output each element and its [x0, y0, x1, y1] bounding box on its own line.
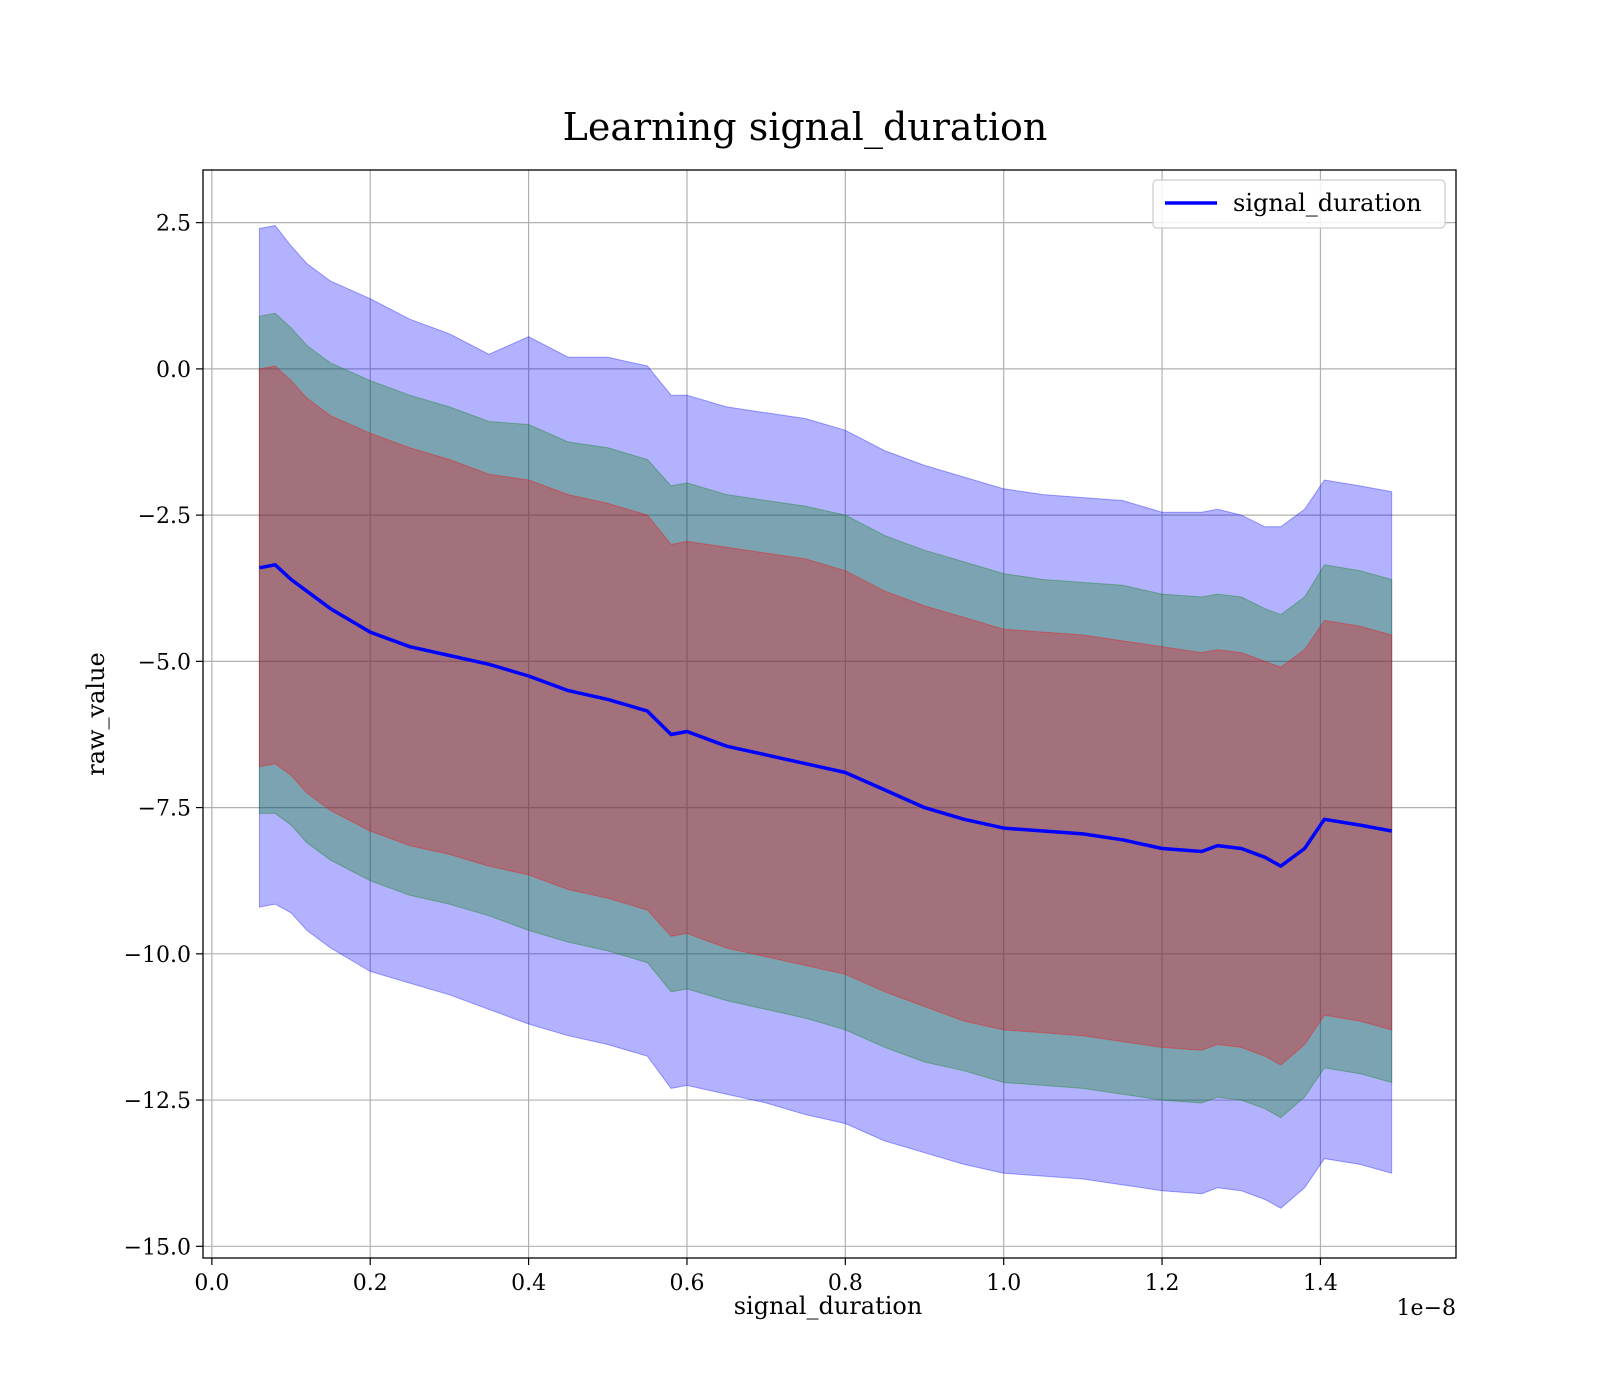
confidence-bands: [258, 225, 1393, 1209]
plot-frame: [202, 169, 1457, 1259]
x-tick-label: 1.2: [1145, 1271, 1180, 1296]
y-tick-label: 0.0: [156, 358, 191, 383]
y-tick-label: 2.5: [156, 212, 191, 237]
x-tick-label: 0.2: [353, 1271, 388, 1296]
x-tick-label: 0.8: [828, 1271, 863, 1296]
legend: signal_duration: [1152, 179, 1446, 229]
y-tick-label: −7.5: [138, 797, 191, 822]
confidence-band: [258, 312, 1393, 1119]
y-axis-label: raw_value: [82, 652, 110, 776]
x-axis-offset-label: 1e−8: [1397, 1296, 1456, 1321]
grid: [203, 170, 1456, 1258]
legend-label: signal_duration: [1233, 189, 1422, 217]
y-tick-label: −10.0: [124, 943, 191, 968]
y-tick-label: −15.0: [124, 1235, 191, 1260]
y-tick-label: −2.5: [138, 504, 191, 529]
series-lines: [259, 563, 1393, 868]
confidence-band: [258, 225, 1393, 1209]
x-tick-label: 0.6: [669, 1271, 704, 1296]
confidence-band: [258, 365, 1393, 1066]
series-line: [259, 563, 1393, 868]
x-tick-label: 1.4: [1303, 1271, 1338, 1296]
legend-box: [1152, 179, 1446, 229]
y-tick-label: −12.5: [124, 1089, 191, 1114]
x-axis-label: signal_duration: [734, 1292, 923, 1320]
x-tick-label: 0.0: [194, 1271, 229, 1296]
chart-title: Learning signal_duration: [563, 105, 1048, 150]
x-tick-label: 1.0: [986, 1271, 1021, 1296]
x-tick-label: 0.4: [511, 1271, 546, 1296]
axis-ticks: 0.0 0.2 0.4 0.6 0.8 1.0 1.2 1.4 2.5 0.0 −2.5 −5.0 −7…: [124, 212, 1338, 1296]
y-tick-label: −5.0: [138, 650, 191, 675]
